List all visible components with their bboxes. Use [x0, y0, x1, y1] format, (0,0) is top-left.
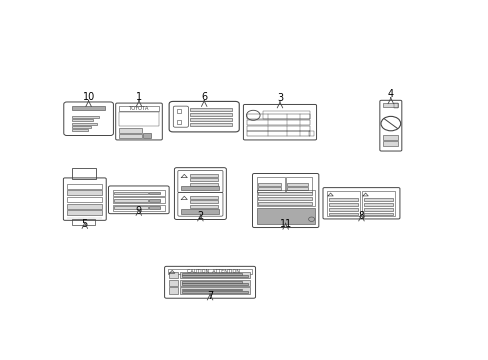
- Bar: [363, 213, 392, 215]
- Bar: [119, 134, 142, 138]
- Bar: [263, 111, 310, 119]
- Bar: [326, 191, 360, 216]
- Bar: [168, 269, 252, 274]
- Text: 10: 10: [82, 92, 95, 102]
- Bar: [72, 219, 95, 225]
- Text: 7: 7: [206, 291, 213, 301]
- Bar: [181, 186, 218, 190]
- Bar: [189, 205, 218, 208]
- Text: 5: 5: [81, 219, 88, 229]
- Bar: [181, 275, 247, 278]
- Bar: [247, 126, 309, 131]
- Bar: [72, 107, 104, 110]
- Bar: [190, 123, 232, 126]
- Bar: [256, 177, 284, 192]
- Bar: [247, 114, 309, 120]
- Bar: [112, 204, 164, 211]
- Bar: [190, 113, 232, 116]
- Bar: [181, 283, 247, 285]
- Bar: [328, 198, 357, 201]
- Bar: [285, 177, 312, 192]
- Bar: [258, 192, 312, 195]
- Bar: [67, 210, 102, 215]
- Text: 3: 3: [276, 93, 283, 103]
- Bar: [286, 187, 307, 190]
- Bar: [181, 291, 247, 293]
- Bar: [189, 174, 218, 177]
- Bar: [383, 103, 398, 107]
- Bar: [72, 126, 91, 128]
- Bar: [328, 213, 357, 215]
- Bar: [119, 128, 142, 133]
- Bar: [189, 201, 218, 203]
- Bar: [247, 131, 309, 136]
- Bar: [72, 119, 93, 121]
- Bar: [181, 273, 242, 275]
- Text: 6: 6: [201, 92, 207, 102]
- Bar: [258, 202, 312, 204]
- Bar: [258, 183, 281, 186]
- Bar: [112, 197, 164, 203]
- Bar: [328, 203, 357, 206]
- Bar: [363, 208, 392, 211]
- Bar: [189, 179, 218, 181]
- Bar: [149, 207, 160, 209]
- Bar: [308, 131, 313, 136]
- Bar: [258, 187, 281, 190]
- Bar: [67, 204, 102, 209]
- Text: 9: 9: [136, 206, 142, 216]
- Bar: [67, 190, 102, 195]
- Bar: [168, 272, 178, 278]
- Bar: [176, 109, 180, 112]
- Bar: [361, 191, 395, 216]
- Bar: [72, 123, 97, 125]
- Bar: [72, 129, 87, 131]
- Text: 1: 1: [136, 92, 142, 102]
- Bar: [112, 190, 164, 195]
- Bar: [247, 120, 309, 125]
- Bar: [168, 287, 178, 293]
- Text: CAUTION  ATTENTION: CAUTION ATTENTION: [186, 269, 239, 274]
- Bar: [363, 203, 392, 206]
- Bar: [114, 207, 148, 209]
- Bar: [383, 135, 398, 140]
- Bar: [176, 120, 180, 123]
- Bar: [189, 196, 218, 199]
- Bar: [114, 199, 148, 202]
- Bar: [286, 183, 307, 186]
- Text: 8: 8: [358, 211, 364, 221]
- Bar: [168, 280, 178, 286]
- Bar: [142, 133, 151, 138]
- Text: 11: 11: [279, 220, 291, 229]
- Bar: [181, 209, 218, 214]
- Bar: [256, 208, 314, 225]
- Text: 2: 2: [197, 211, 203, 221]
- Bar: [180, 287, 250, 293]
- Bar: [383, 141, 398, 146]
- Bar: [67, 184, 102, 189]
- Bar: [363, 198, 392, 201]
- Text: 4: 4: [387, 89, 393, 99]
- Bar: [72, 116, 99, 118]
- Bar: [181, 289, 242, 291]
- Bar: [149, 199, 160, 202]
- Bar: [190, 108, 232, 111]
- Bar: [258, 197, 312, 200]
- Text: TOYOTA: TOYOTA: [128, 106, 149, 111]
- Bar: [190, 118, 232, 121]
- Bar: [67, 197, 102, 202]
- Bar: [180, 280, 250, 286]
- Bar: [393, 103, 397, 108]
- Bar: [114, 192, 148, 194]
- Bar: [328, 208, 357, 211]
- Bar: [72, 168, 96, 179]
- Bar: [181, 281, 242, 283]
- Bar: [119, 106, 159, 111]
- Bar: [119, 112, 158, 126]
- Bar: [149, 192, 160, 194]
- Bar: [180, 272, 250, 278]
- Bar: [256, 190, 314, 206]
- Bar: [189, 183, 218, 186]
